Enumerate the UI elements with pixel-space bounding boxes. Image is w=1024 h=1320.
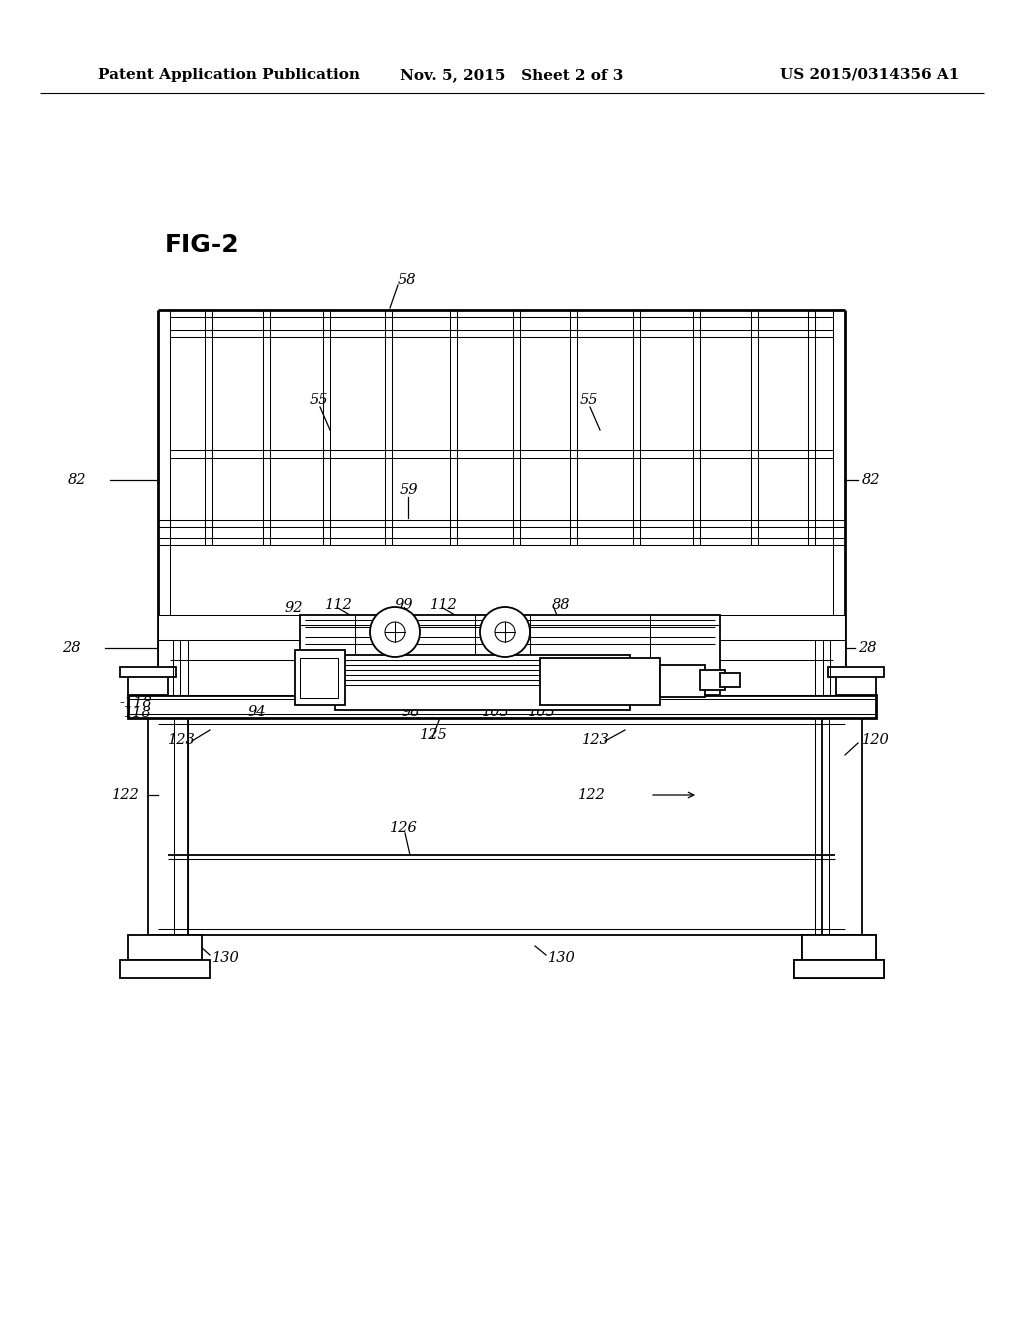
Circle shape xyxy=(385,622,406,642)
Text: 59: 59 xyxy=(400,483,419,498)
Text: FIG-2: FIG-2 xyxy=(165,234,240,257)
Bar xyxy=(822,718,862,935)
Text: 55: 55 xyxy=(310,393,329,407)
Text: 122: 122 xyxy=(112,788,139,803)
Text: 122: 122 xyxy=(578,788,606,803)
Text: 28: 28 xyxy=(62,642,81,655)
Text: 92: 92 xyxy=(285,601,303,615)
Text: 107: 107 xyxy=(538,631,565,645)
Text: 112: 112 xyxy=(325,598,352,612)
Bar xyxy=(335,655,630,710)
Bar xyxy=(158,718,845,935)
Text: 112: 112 xyxy=(430,598,458,612)
Bar xyxy=(300,615,720,696)
Text: Nov. 5, 2015   Sheet 2 of 3: Nov. 5, 2015 Sheet 2 of 3 xyxy=(400,69,624,82)
Bar xyxy=(128,673,168,696)
Text: 82: 82 xyxy=(862,473,881,487)
Text: 125: 125 xyxy=(420,729,447,742)
Bar xyxy=(720,673,740,686)
Text: 120: 120 xyxy=(862,733,890,747)
Text: 105: 105 xyxy=(528,705,556,719)
Text: 103: 103 xyxy=(482,705,510,719)
Bar xyxy=(802,935,876,960)
Bar xyxy=(120,667,176,677)
Text: 103: 103 xyxy=(278,671,305,684)
Text: US 2015/0314356 A1: US 2015/0314356 A1 xyxy=(780,69,959,82)
Text: 118: 118 xyxy=(124,706,152,719)
Bar xyxy=(120,960,210,978)
Text: 98: 98 xyxy=(402,705,421,719)
Text: 55: 55 xyxy=(580,393,598,407)
Text: 99: 99 xyxy=(395,598,414,612)
Text: 88: 88 xyxy=(552,598,570,612)
Circle shape xyxy=(370,607,420,657)
Bar xyxy=(828,667,884,677)
Text: 85: 85 xyxy=(222,631,241,645)
Bar xyxy=(836,673,876,696)
Text: 118: 118 xyxy=(710,682,737,697)
Text: 107: 107 xyxy=(342,631,370,645)
Bar xyxy=(700,671,725,690)
Text: 94: 94 xyxy=(248,705,266,719)
Bar xyxy=(295,649,345,705)
Bar xyxy=(148,718,188,935)
Text: 130: 130 xyxy=(212,950,240,965)
Bar xyxy=(794,960,884,978)
Bar xyxy=(540,657,660,705)
Bar xyxy=(300,657,338,698)
Bar xyxy=(660,665,705,697)
Bar xyxy=(158,615,300,696)
Text: Patent Application Publication: Patent Application Publication xyxy=(98,69,360,82)
Text: 123: 123 xyxy=(168,733,196,747)
Text: 130: 130 xyxy=(548,950,575,965)
Text: 58: 58 xyxy=(398,273,417,286)
Text: 126: 126 xyxy=(390,821,418,836)
Text: 123: 123 xyxy=(582,733,609,747)
Text: 85: 85 xyxy=(620,628,639,642)
Text: 82: 82 xyxy=(68,473,86,487)
Text: 28: 28 xyxy=(858,642,877,655)
Circle shape xyxy=(495,622,515,642)
Circle shape xyxy=(480,607,530,657)
Bar xyxy=(128,935,202,960)
Bar xyxy=(802,935,876,960)
Bar xyxy=(794,960,884,978)
Bar xyxy=(703,615,845,696)
Bar xyxy=(128,696,876,718)
Text: -118: -118 xyxy=(119,696,152,710)
